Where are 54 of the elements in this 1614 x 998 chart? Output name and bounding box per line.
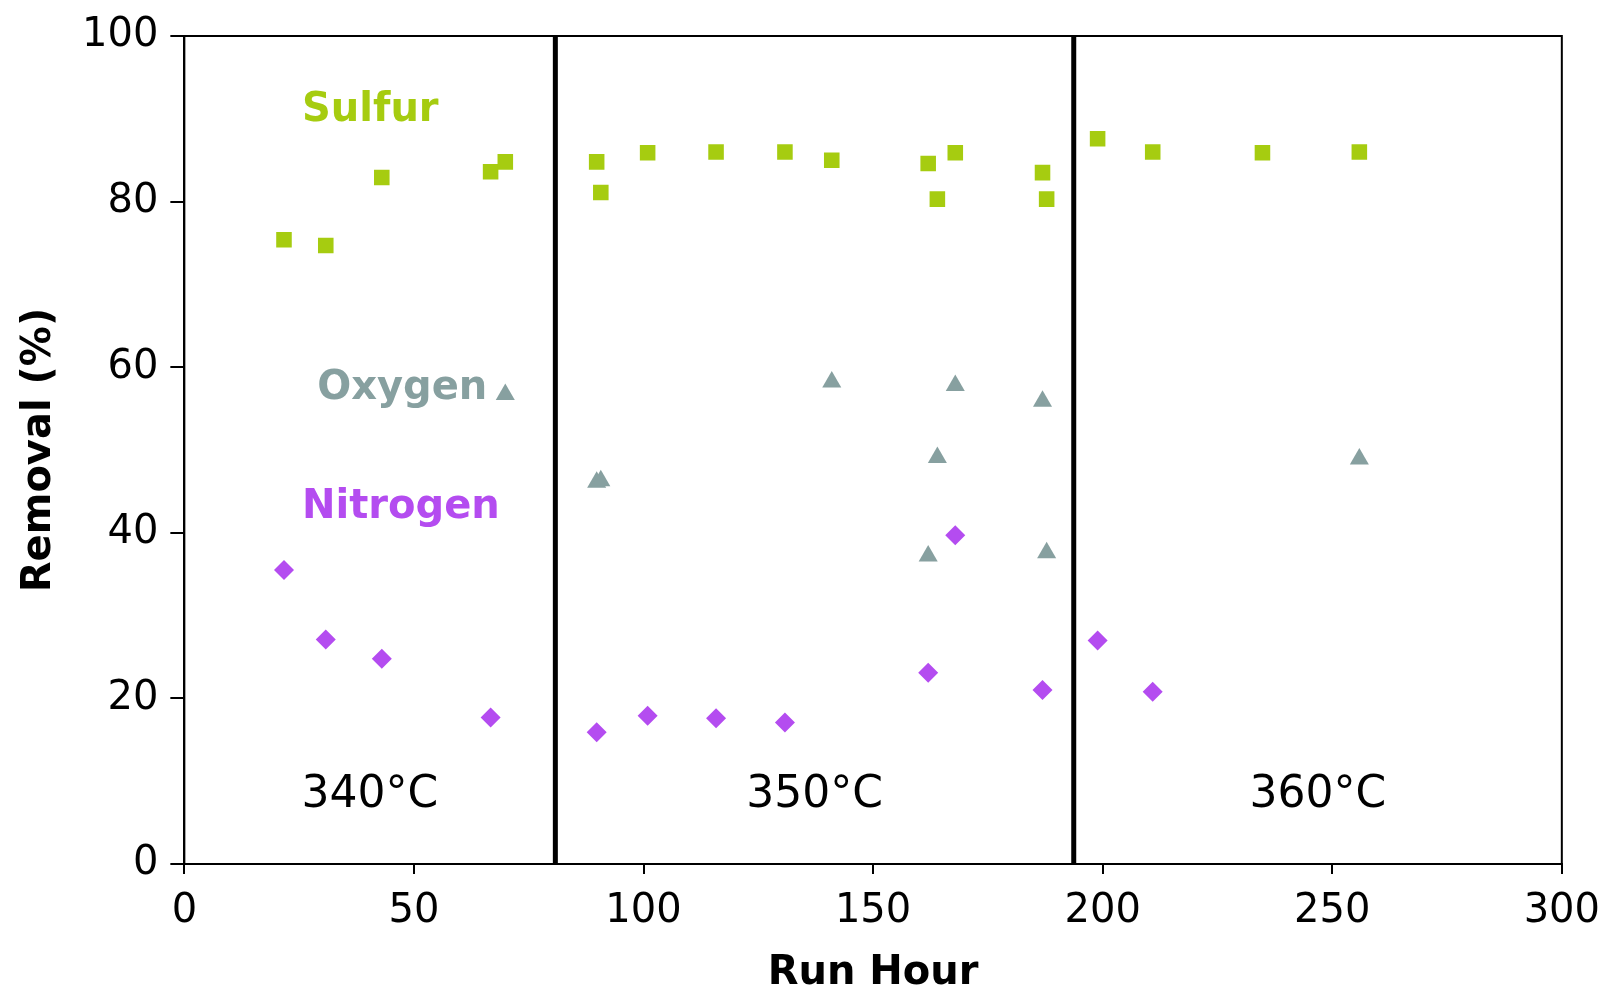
annotation: 360°C xyxy=(1249,766,1387,818)
y-tick-label: 20 xyxy=(107,671,159,718)
point xyxy=(1144,144,1161,160)
x-tick-label: 100 xyxy=(605,885,682,932)
point xyxy=(1351,144,1368,160)
x-tick-label: 50 xyxy=(388,885,440,932)
x-tick-label: 0 xyxy=(171,885,198,932)
point xyxy=(1089,130,1106,147)
y-tick-label: 40 xyxy=(107,506,159,553)
series-label: Sulfur xyxy=(301,84,439,131)
point xyxy=(637,705,658,726)
y-tick-label: 80 xyxy=(107,174,159,221)
point xyxy=(1032,680,1053,701)
x-tick-label: 200 xyxy=(1064,885,1141,932)
x-tick-label: 300 xyxy=(1523,885,1601,932)
point xyxy=(315,629,336,650)
point xyxy=(774,712,795,733)
point xyxy=(482,164,499,180)
point xyxy=(593,184,609,201)
point xyxy=(317,237,334,254)
point xyxy=(1038,191,1055,207)
annotation: 340°C xyxy=(301,766,439,818)
x-tick-label: 150 xyxy=(834,885,912,932)
point xyxy=(1254,144,1271,161)
point xyxy=(823,152,840,168)
point xyxy=(918,662,939,683)
y-tick-label: 0 xyxy=(132,837,159,884)
y-tick-label: 100 xyxy=(81,9,159,56)
point xyxy=(777,144,793,160)
point xyxy=(945,525,966,546)
point xyxy=(708,144,724,160)
point xyxy=(588,154,605,170)
point xyxy=(273,560,294,581)
point xyxy=(1087,630,1108,651)
point xyxy=(706,708,727,729)
x-tick-label: 250 xyxy=(1294,885,1371,932)
series-label: Nitrogen xyxy=(301,480,500,527)
series-label: Oxygen xyxy=(317,361,488,408)
point xyxy=(276,231,292,248)
y-tick-label: 60 xyxy=(107,340,159,387)
y-axis-title: Removal (%) xyxy=(13,307,60,593)
point xyxy=(1034,164,1051,181)
point xyxy=(920,155,936,172)
x-axis-title: Run Hour xyxy=(767,947,979,994)
point xyxy=(497,154,514,170)
point xyxy=(929,191,946,207)
point xyxy=(1142,681,1163,702)
point xyxy=(947,144,964,161)
point xyxy=(480,707,501,728)
point xyxy=(371,648,392,669)
point xyxy=(639,144,656,161)
point xyxy=(586,722,607,743)
point xyxy=(374,169,390,186)
annotation: 350°C xyxy=(746,766,883,818)
